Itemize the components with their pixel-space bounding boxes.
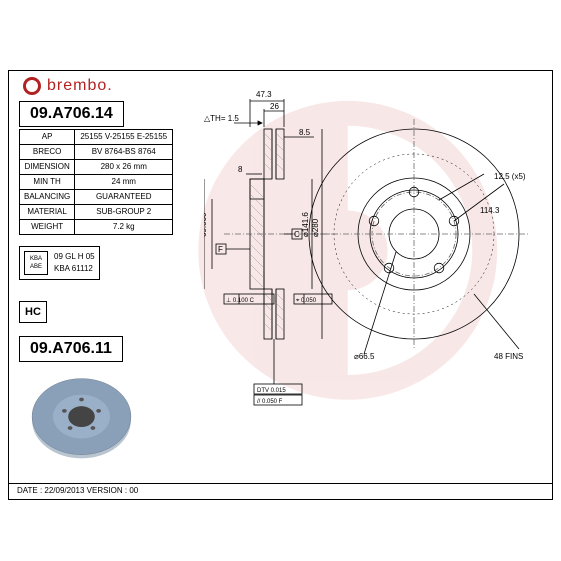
- cert-line-1: 09 GL H 05: [54, 251, 95, 263]
- spec-value: GUARANTEED: [75, 190, 173, 205]
- dim-chamfer: 8: [238, 165, 243, 174]
- date-version: DATE : 22/09/2013 VERSION : 00: [9, 483, 552, 499]
- gtol-4: // 0.050 F: [257, 399, 283, 405]
- spec-table: AP25155 V-25155 E-25155BRECOBV 8764-BS 8…: [19, 129, 173, 235]
- dim-fins: 48 FINS: [494, 352, 523, 361]
- hc-badge: HC: [19, 301, 47, 323]
- spec-key: BRECO: [20, 145, 75, 160]
- logo-icon: [23, 77, 41, 95]
- spec-key: BALANCING: [20, 190, 75, 205]
- spec-key: MIN TH: [20, 175, 75, 190]
- dim-bolt: 12.5 (x5): [494, 172, 526, 181]
- cert-line-2: KBA 61112: [54, 263, 95, 275]
- spec-value: 24 mm: [75, 175, 173, 190]
- spec-key: WEIGHT: [20, 220, 75, 235]
- dim-th-min: △TH= 1.5: [204, 114, 239, 123]
- datum-c: C: [294, 230, 300, 239]
- dim-od: ⌀280: [311, 218, 320, 237]
- spec-row: AP25155 V-25155 E-25155: [20, 130, 173, 145]
- dim-thickness: 26: [270, 102, 279, 111]
- dim-hat-depth: 8.5: [299, 128, 311, 137]
- gtol-1: ⊥ 0.100 C: [226, 297, 255, 304]
- alt-part-number: 09.A706.11: [19, 336, 123, 362]
- kba-mark: KBAABE: [24, 251, 48, 275]
- spec-row: BRECOBV 8764-BS 8764: [20, 145, 173, 160]
- brand-text: brembo.: [47, 77, 113, 95]
- gtol-3: DTV 0.015: [257, 388, 286, 394]
- dim-pcd: 114.3: [480, 206, 500, 215]
- spec-key: AP: [20, 130, 75, 145]
- brand-logo: brembo.: [23, 77, 113, 95]
- spec-row: MATERIALSUB-GROUP 2: [20, 205, 173, 220]
- dim-face: ⌀141.6: [301, 212, 310, 237]
- dim-bore-lo: 69.000: [204, 212, 208, 237]
- spec-key: DIMENSION: [20, 160, 75, 175]
- spec-key: MATERIAL: [20, 205, 75, 220]
- spec-value: BV 8764-BS 8764: [75, 145, 173, 160]
- certification-box: KBAABE 09 GL H 05 KBA 61112: [19, 246, 100, 280]
- spec-row: WEIGHT7.2 kg: [20, 220, 173, 235]
- disc-rendering: [24, 371, 139, 466]
- spec-value: SUB-GROUP 2: [75, 205, 173, 220]
- part-number: 09.A706.14: [19, 101, 124, 127]
- datum-f: F: [218, 245, 223, 254]
- dim-hub: ⌀66.5: [354, 352, 375, 361]
- technical-drawing: 47.3 26 △TH= 1.5 8.5 8 F C ⊥ 0.100 C ⌖ 0…: [204, 79, 544, 479]
- spec-value: 280 x 26 mm: [75, 160, 173, 175]
- spec-value: 25155 V-25155 E-25155: [75, 130, 173, 145]
- spec-value: 7.2 kg: [75, 220, 173, 235]
- spec-row: MIN TH24 mm: [20, 175, 173, 190]
- dim-top-offset: 47.3: [256, 90, 272, 99]
- spec-row: DIMENSION280 x 26 mm: [20, 160, 173, 175]
- drawing-sheet: brembo. 09.A706.14 AP25155 V-25155 E-251…: [8, 70, 553, 500]
- gtol-2: ⌖ 0.050: [296, 298, 317, 304]
- spec-row: BALANCINGGUARANTEED: [20, 190, 173, 205]
